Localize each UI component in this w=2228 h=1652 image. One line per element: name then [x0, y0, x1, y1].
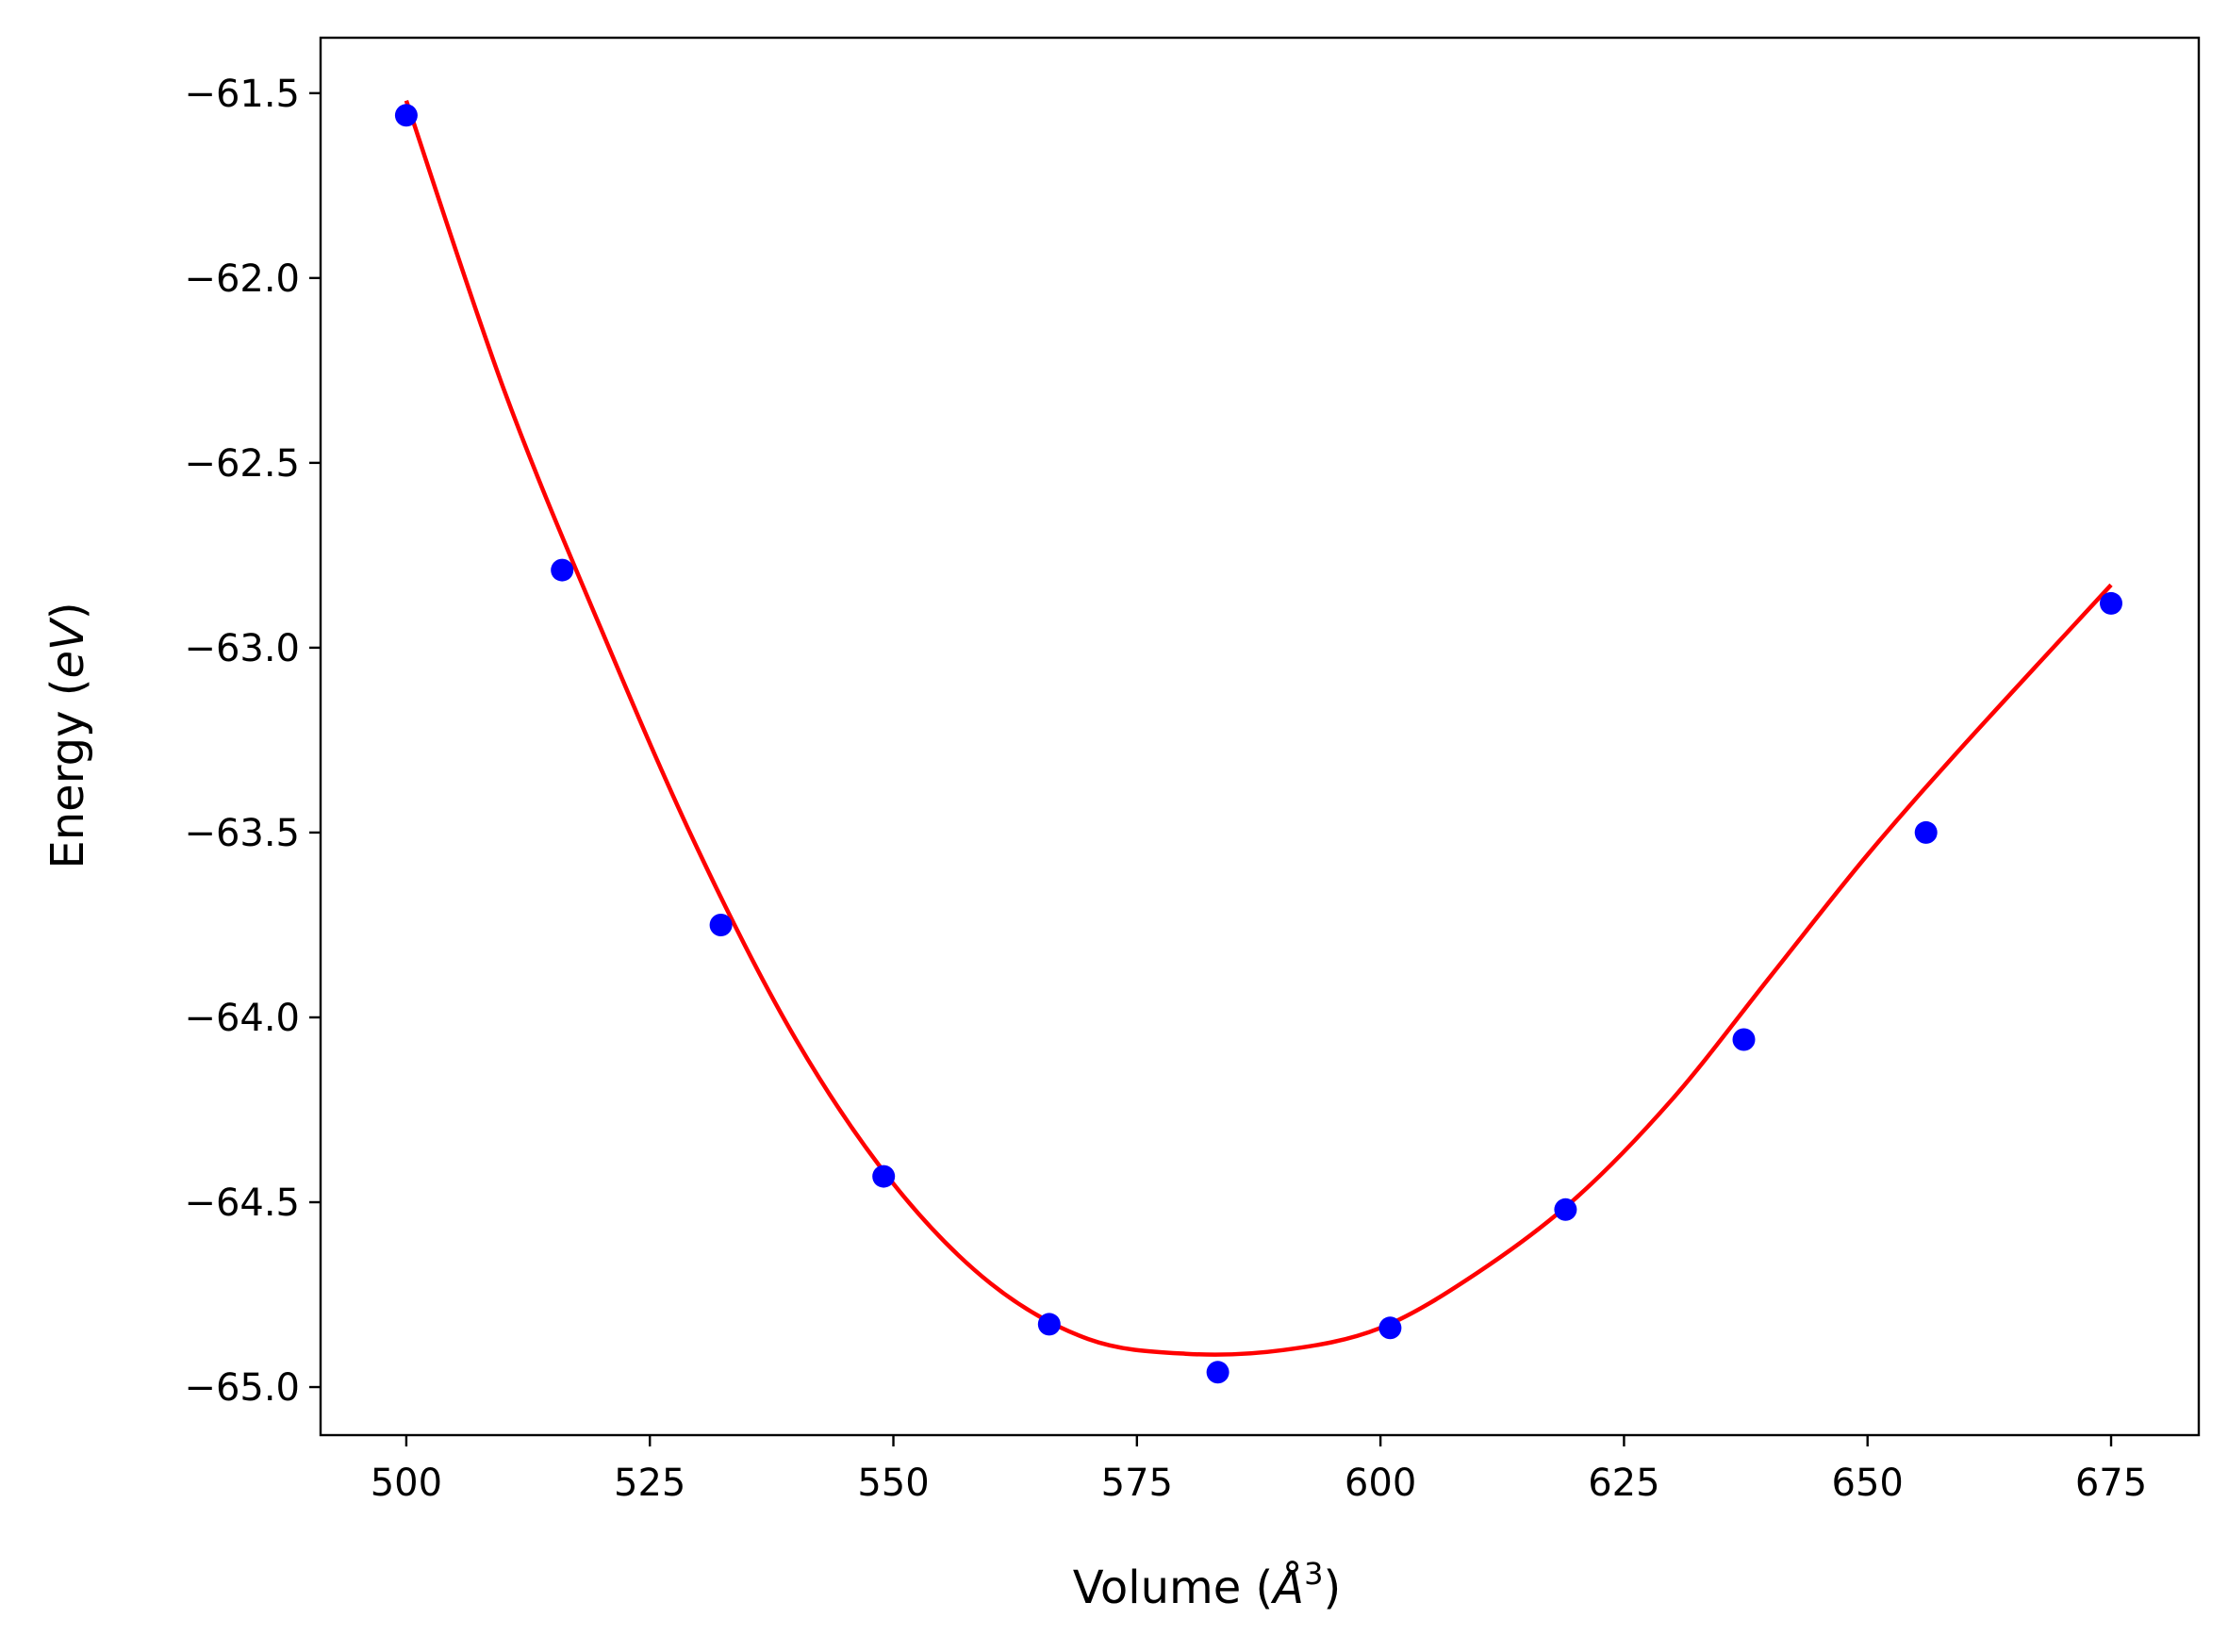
x-tick-label: 575	[1101, 1462, 1173, 1505]
y-axis-ticks: −61.5 −62.0 −62.5 −63.0 −63.5 −64.0 −64.5 −65.0	[184, 73, 321, 1410]
x-tick-label: 600	[1345, 1462, 1416, 1505]
x-tick-label: 525	[614, 1462, 685, 1505]
fit-curve-line	[404, 99, 2113, 1357]
x-tick-label: 550	[857, 1462, 929, 1505]
x-tick-label: 500	[371, 1462, 442, 1505]
data-point	[1037, 1313, 1061, 1336]
y-axis-label: Energy (eV)	[41, 602, 94, 868]
y-tick-label: −64.0	[184, 997, 300, 1040]
y-tick-label: −61.5	[184, 73, 300, 116]
data-point	[1914, 820, 1938, 844]
plot-layer	[394, 99, 2122, 1384]
data-point	[872, 1165, 896, 1188]
y-tick-label: −64.5	[184, 1181, 300, 1225]
y-tick-label: −65.0	[184, 1366, 300, 1410]
data-point	[1378, 1316, 1402, 1340]
y-tick-label: −63.0	[184, 627, 300, 670]
data-point	[1554, 1198, 1577, 1221]
axes-frame	[319, 36, 2201, 1437]
data-point	[1732, 1028, 1756, 1051]
data-point	[394, 104, 418, 127]
x-axis-label: Volume (Å3)	[1073, 1556, 1341, 1614]
y-tick-label: −62.0	[184, 257, 300, 301]
x-axis-ticks: 500 525 550 575 600 625 650 675	[371, 1435, 2147, 1505]
data-point	[709, 914, 733, 936]
data-point	[551, 558, 574, 582]
data-point	[2100, 591, 2122, 615]
y-tick-label: −62.5	[184, 442, 300, 486]
x-tick-label: 650	[1832, 1462, 1904, 1505]
x-tick-label: 625	[1588, 1462, 1659, 1505]
data-point	[1206, 1361, 1230, 1384]
y-tick-label: −63.5	[184, 812, 300, 855]
x-tick-label: 675	[2075, 1462, 2147, 1505]
